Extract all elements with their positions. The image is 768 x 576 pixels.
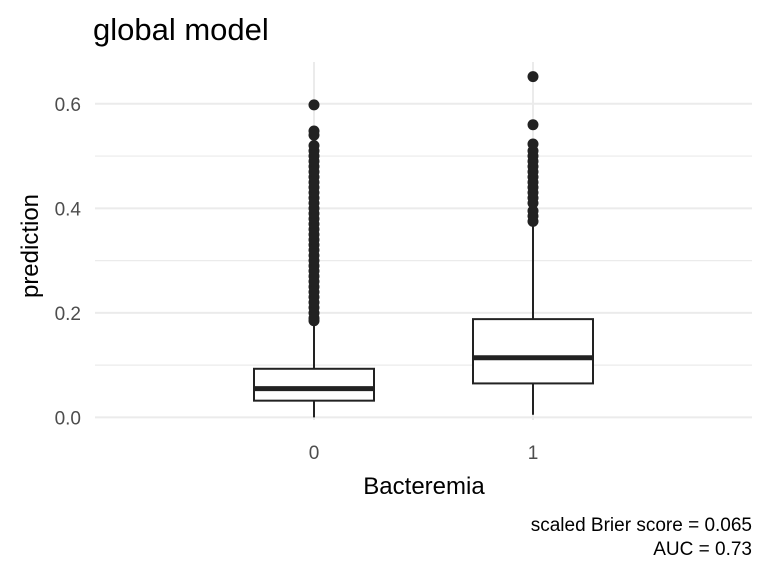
x-tick-label: 1 bbox=[528, 443, 539, 464]
outlier-point bbox=[308, 99, 320, 111]
box bbox=[253, 367, 375, 402]
outlier-point bbox=[527, 71, 539, 83]
outlier-point bbox=[308, 140, 320, 152]
outlier-point bbox=[527, 119, 539, 131]
x-axis-title: Bacteremia bbox=[363, 473, 485, 500]
y-axis-title: prediction bbox=[17, 194, 44, 298]
y-axis: 0.0 0.2 0.4 0.6 bbox=[55, 95, 82, 430]
x-tick-label: 0 bbox=[309, 443, 320, 464]
box bbox=[472, 318, 594, 385]
y-tick-label: 0.0 bbox=[55, 408, 81, 429]
box-group-1 bbox=[472, 71, 594, 415]
caption-brier: scaled Brier score = 0.065 bbox=[531, 515, 752, 536]
boxes bbox=[253, 71, 594, 418]
y-tick-label: 0.2 bbox=[55, 304, 81, 325]
caption-auc: AUC = 0.73 bbox=[653, 539, 752, 560]
outlier-point bbox=[527, 138, 539, 150]
y-tick-label: 0.4 bbox=[55, 199, 82, 220]
chart-title: global model bbox=[93, 12, 269, 47]
grid bbox=[95, 62, 752, 420]
outlier-point bbox=[527, 205, 539, 217]
y-tick-label: 0.6 bbox=[55, 95, 81, 116]
box-group-0 bbox=[253, 99, 375, 418]
outlier-point bbox=[308, 125, 320, 137]
